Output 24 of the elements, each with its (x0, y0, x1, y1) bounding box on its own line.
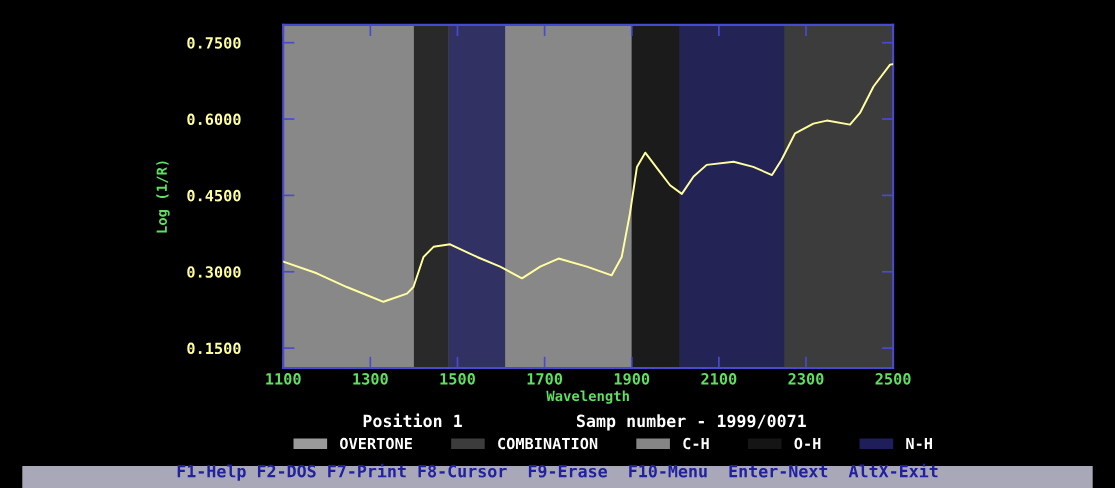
legend-label: COMBINATION (498, 437, 598, 450)
y-tick-label: 0.7500 (187, 37, 241, 49)
y-axis-title: Log (1/R) (156, 161, 170, 233)
y-tick-label: 0.1500 (187, 342, 241, 355)
text: F1-Help F2-DOS F7-Print F8-Cursor F9-Erase F10-Menu Enter-Next AltX-Exit (177, 463, 938, 481)
x-axis-title: Wavelength (546, 390, 629, 404)
line-series (283, 63, 894, 303)
text: Samp number - 1999/0071 (576, 414, 806, 431)
x-tick-label: 2500 (875, 373, 911, 385)
legend-label: O-H (794, 437, 821, 450)
y-tick-label: 0.3000 (187, 266, 241, 278)
x-tick-label: 1500 (440, 373, 475, 385)
x-tick-label: 1900 (614, 373, 650, 385)
text: Position 1 (363, 413, 462, 428)
y-tick-label: 0.6000 (187, 113, 241, 126)
y-tick-label: 0.4500 (187, 189, 241, 202)
x-tick-label: 1700 (527, 373, 563, 385)
legend-label: N-H (906, 437, 932, 450)
legend-label: C-H (683, 437, 709, 450)
x-tick-label: 2100 (701, 373, 737, 385)
x-tick-label: 1300 (353, 373, 388, 385)
legend-label: OVERTONE (340, 437, 412, 450)
x-tick-label: 2300 (788, 373, 824, 385)
x-tick-label: 1100 (266, 373, 301, 385)
